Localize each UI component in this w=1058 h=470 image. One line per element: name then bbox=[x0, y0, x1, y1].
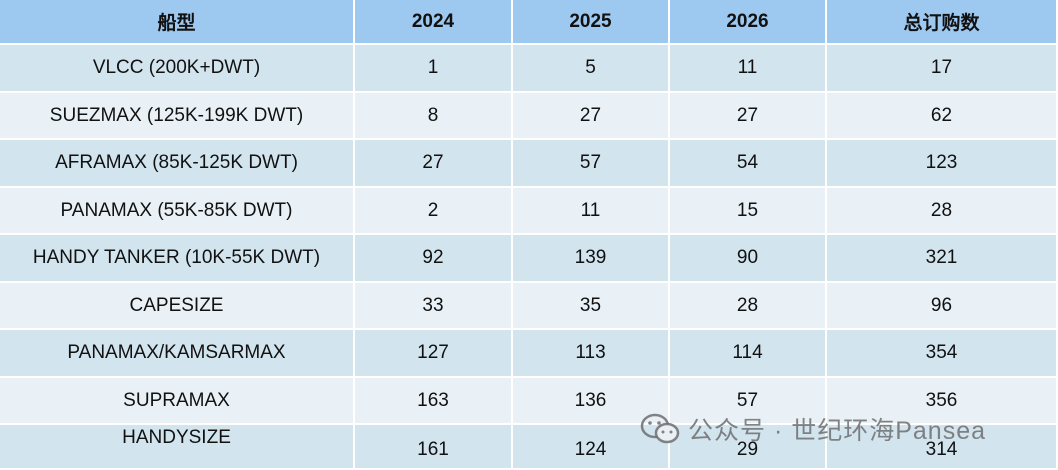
row-label: PANAMAX/KAMSARMAX bbox=[0, 330, 355, 378]
table-cell: 11 bbox=[513, 188, 670, 235]
table-cell: 27 bbox=[513, 93, 670, 140]
table-cell: 17 bbox=[827, 45, 1058, 93]
table-cell: 1 bbox=[355, 45, 513, 93]
table-cell: 28 bbox=[670, 283, 827, 330]
table-cell: 356 bbox=[827, 378, 1058, 425]
watermark-text: 公众号 · 世纪环海Pansea bbox=[688, 417, 987, 445]
table-cell: 11 bbox=[670, 45, 827, 93]
table-cell: 8 bbox=[355, 93, 513, 140]
table-cell: 354 bbox=[827, 330, 1058, 378]
table-cell: 29 bbox=[670, 425, 827, 470]
table-cell: 54 bbox=[670, 140, 827, 188]
watermark: 公众号 · 世纪环海Pansea bbox=[640, 410, 986, 448]
table-cell: 163 bbox=[355, 378, 513, 425]
table-cell: 28 bbox=[827, 188, 1058, 235]
row-label: SUPRAMAX bbox=[0, 378, 355, 425]
table-cell: 33 bbox=[355, 283, 513, 330]
row-label: SUEZMAX (125K-199K DWT) bbox=[0, 93, 355, 140]
wechat-icon bbox=[640, 413, 680, 444]
table-cell: 321 bbox=[827, 235, 1058, 283]
row-label: HANDY TANKER (10K-55K DWT) bbox=[0, 235, 355, 283]
table-cell: 96 bbox=[827, 283, 1058, 330]
table-cell: 57 bbox=[513, 140, 670, 188]
row-label: VLCC (200K+DWT) bbox=[0, 45, 355, 93]
table-cell: 314 bbox=[827, 425, 1058, 470]
table-cell: 90 bbox=[670, 235, 827, 283]
table-cell: 27 bbox=[355, 140, 513, 188]
header-cell: 船型 bbox=[0, 0, 355, 45]
table-cell: 2 bbox=[355, 188, 513, 235]
table-cell: 136 bbox=[513, 378, 670, 425]
table-cell: 62 bbox=[827, 93, 1058, 140]
header-cell: 2025 bbox=[513, 0, 670, 45]
table-cell: 123 bbox=[827, 140, 1058, 188]
row-label: PANAMAX (55K-85K DWT) bbox=[0, 188, 355, 235]
header-cell: 2024 bbox=[355, 0, 513, 45]
header-cell: 总订购数 bbox=[827, 0, 1058, 45]
row-label: AFRAMAX (85K-125K DWT) bbox=[0, 140, 355, 188]
header-cell: 2026 bbox=[670, 0, 827, 45]
table-cell: 57 bbox=[670, 378, 827, 425]
table-cell: 127 bbox=[355, 330, 513, 378]
table-cell: 27 bbox=[670, 93, 827, 140]
table-cell: 35 bbox=[513, 283, 670, 330]
table-cell: 161 bbox=[355, 425, 513, 470]
table-cell: 113 bbox=[513, 330, 670, 378]
row-label: CAPESIZE bbox=[0, 283, 355, 330]
table-cell: 114 bbox=[670, 330, 827, 378]
row-label: HANDYSIZE bbox=[0, 425, 355, 470]
table-cell: 5 bbox=[513, 45, 670, 93]
table-cell: 15 bbox=[670, 188, 827, 235]
table-cell: 92 bbox=[355, 235, 513, 283]
table-cell: 139 bbox=[513, 235, 670, 283]
